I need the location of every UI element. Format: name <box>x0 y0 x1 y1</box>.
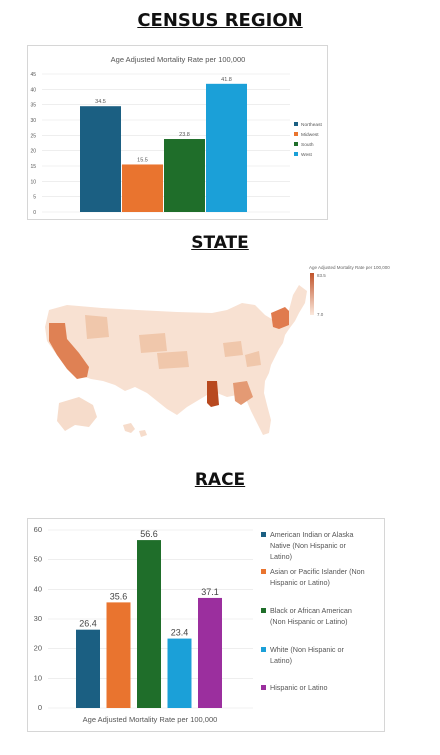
legend-label: Latino) <box>270 656 292 665</box>
hawaii-shape <box>123 423 147 437</box>
y-tick-label: 45 <box>30 72 36 78</box>
census-region-chart-svg: Age Adjusted Mortality Rate per 100,000 … <box>30 55 322 216</box>
legend-label: Asian or Pacific Islander (Non <box>270 567 365 576</box>
bar-value-label: 41.8 <box>221 77 232 83</box>
legend-label: Midwest <box>301 132 319 138</box>
bar-value-label: 23.8 <box>179 132 190 138</box>
bar <box>106 602 131 708</box>
legend-swatch <box>261 608 266 613</box>
legend-swatch <box>261 685 266 690</box>
bar <box>198 597 222 708</box>
census-region-chart: Age Adjusted Mortality Rate per 100,000 … <box>27 45 328 220</box>
bar-value-label: 37.1 <box>201 587 219 597</box>
y-tick-label: 10 <box>34 673 42 682</box>
race-chart: 0 10 20 30 40 50 60 26.4 35.6 56.6 23.4 37.1 Age A… <box>27 518 385 732</box>
legend-label: White (Non Hispanic or <box>270 645 345 654</box>
state-new-york <box>271 307 289 329</box>
y-tick-label: 15 <box>30 164 36 170</box>
bar <box>80 106 121 212</box>
legend-label: Native (Non Hispanic or <box>270 541 347 550</box>
legend-swatch <box>294 132 298 136</box>
legend-label: Hispanic or Latino <box>270 683 328 692</box>
legend-label: Latino) <box>270 552 292 561</box>
state-heading: STATE <box>191 233 249 253</box>
y-tick-label: 50 <box>34 555 42 564</box>
legend-label: Northeast <box>301 122 322 128</box>
bar <box>167 638 192 708</box>
bar <box>76 629 100 708</box>
legend-swatch <box>294 142 298 146</box>
y-tick-label: 30 <box>34 614 42 623</box>
map-color-scale <box>310 273 314 315</box>
legend-label: West <box>301 152 313 158</box>
state-map-svg: Age Adjusted Mortality Rate per 100,000 … <box>45 265 390 437</box>
legend-label: Black or African American <box>270 606 352 615</box>
race-heading: RACE <box>194 470 246 490</box>
bar-value-label: 35.6 <box>110 591 128 601</box>
state-california <box>49 323 89 379</box>
map-legend-title: Age Adjusted Mortality Rate per 100,000 <box>309 265 390 270</box>
y-tick-label: 20 <box>30 149 36 155</box>
y-tick-label: 10 <box>30 179 36 185</box>
bar <box>122 164 163 212</box>
bar-value-label: 23.4 <box>171 628 189 638</box>
bar-value-label: 56.6 <box>140 529 158 539</box>
legend-label: American Indian or Alaska <box>270 530 354 539</box>
state-map: Age Adjusted Mortality Rate per 100,000 … <box>27 255 407 445</box>
legend-swatch <box>261 532 266 537</box>
bar-value-label: 34.5 <box>95 99 106 105</box>
bar-value-label: 26.4 <box>79 619 97 629</box>
legend-swatch <box>294 152 298 156</box>
legend-swatch <box>294 122 298 126</box>
y-tick-label: 20 <box>34 644 42 653</box>
y-tick-label: 35 <box>30 103 36 109</box>
state-mississippi <box>207 381 219 407</box>
race-chart-svg: 0 10 20 30 40 50 60 26.4 35.6 56.6 23.4 37.1 Age A… <box>34 525 365 724</box>
legend-label: Hispanic or Latino) <box>270 578 330 587</box>
y-tick-label: 25 <box>30 133 36 139</box>
y-tick-label: 30 <box>30 118 36 124</box>
legend-label: South <box>301 142 314 148</box>
y-tick-label: 0 <box>38 703 42 712</box>
census-region-heading: CENSUS REGION <box>137 10 303 31</box>
legend-swatch <box>261 569 266 574</box>
y-tick-label: 60 <box>34 525 42 534</box>
y-tick-label: 40 <box>30 87 36 93</box>
bar <box>164 139 205 212</box>
state-region-midtone <box>85 315 261 369</box>
legend-label: (Non Hispanic or Latino) <box>270 617 348 626</box>
bar-value-label: 15.5 <box>137 157 148 163</box>
map-scale-min: 7.0 <box>317 312 324 317</box>
census-chart-title: Age Adjusted Mortality Rate per 100,000 <box>111 55 246 64</box>
map-scale-max: 83.5 <box>317 273 326 278</box>
bar <box>206 83 247 213</box>
y-tick-label: 0 <box>33 210 36 216</box>
y-tick-label: 40 <box>34 584 42 593</box>
y-tick-label: 5 <box>33 195 36 201</box>
alaska-shape <box>57 397 97 431</box>
state-georgia <box>233 381 253 405</box>
race-chart-xlabel: Age Adjusted Mortality Rate per 100,000 <box>83 715 218 724</box>
bar <box>137 540 161 708</box>
legend-swatch <box>261 647 266 652</box>
